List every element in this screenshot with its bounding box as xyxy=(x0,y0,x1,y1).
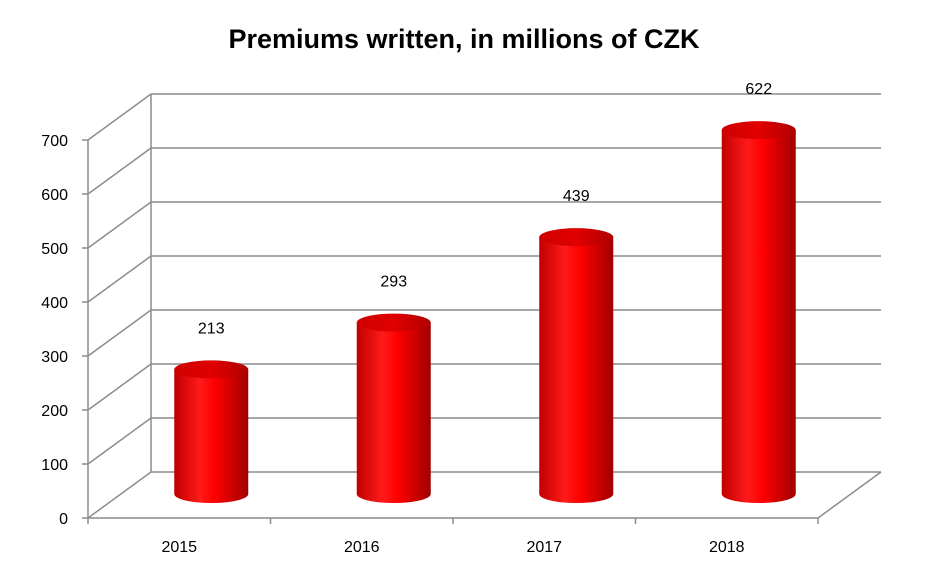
floor-edge xyxy=(817,471,882,519)
bar-top xyxy=(539,228,614,247)
gridline-side xyxy=(87,255,152,303)
bar xyxy=(174,360,249,503)
bar xyxy=(539,228,614,503)
bar-body xyxy=(721,130,796,503)
bar-top xyxy=(356,313,431,332)
bar xyxy=(721,121,796,503)
gridline-side xyxy=(87,363,152,411)
bar-top xyxy=(174,360,249,379)
y-tick-label: 500 xyxy=(41,241,68,258)
y-tick-label: 700 xyxy=(41,133,68,150)
gridline-side xyxy=(87,309,152,357)
y-tick-label: 200 xyxy=(41,403,68,420)
data-label: 439 xyxy=(563,188,590,205)
y-tick-label: 600 xyxy=(41,187,68,204)
bar xyxy=(356,313,431,503)
y-tick-label: 300 xyxy=(41,349,68,366)
y-tick-label: 0 xyxy=(59,511,68,528)
x-tick-label: 2015 xyxy=(161,539,197,556)
data-label: 213 xyxy=(198,320,225,337)
gridline-side xyxy=(87,201,152,249)
x-tick-label: 2018 xyxy=(709,539,745,556)
data-label: 622 xyxy=(745,81,772,98)
x-tick-label: 2017 xyxy=(526,539,562,556)
data-label: 293 xyxy=(380,274,407,291)
bar-body xyxy=(174,369,249,503)
y-tick-label: 400 xyxy=(41,295,68,312)
gridline-side xyxy=(87,93,152,141)
gridline-side xyxy=(87,417,152,465)
y-tick-label: 100 xyxy=(41,457,68,474)
gridline-side xyxy=(87,147,152,195)
bar-body xyxy=(539,237,614,503)
x-tick-label: 2016 xyxy=(344,539,380,556)
chart-title: Premiums written, in millions of CZK xyxy=(228,24,700,54)
gridline-side xyxy=(87,471,152,519)
bar-top xyxy=(721,121,796,140)
bar-body xyxy=(356,322,431,503)
